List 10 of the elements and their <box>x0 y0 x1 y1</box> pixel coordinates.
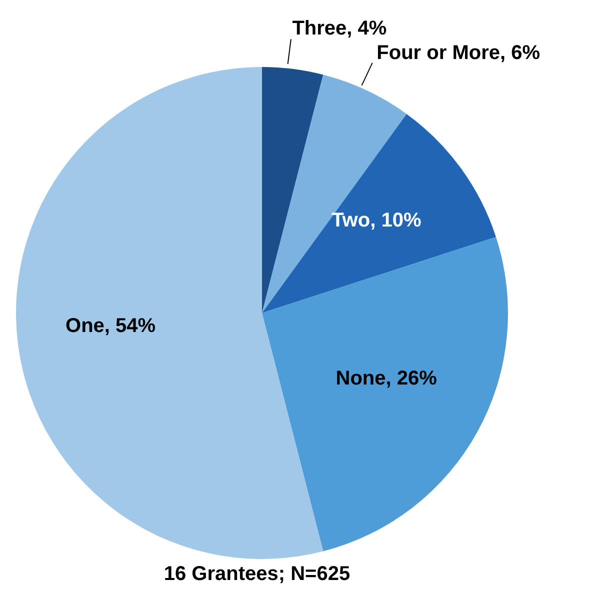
slice-label: None, 26% <box>336 367 438 390</box>
slice-label: One, 54% <box>66 314 156 337</box>
slice-label: Four or More, 6% <box>376 42 540 64</box>
pie-slice <box>262 236 508 552</box>
slice-label: Two, 10% <box>332 210 422 232</box>
pie-slice <box>262 67 324 313</box>
pie-slice <box>16 67 324 559</box>
pie-slice <box>262 114 496 313</box>
text: 16 Grantees; N=625 <box>162 563 352 586</box>
slice-label: Three, 4% <box>292 17 387 40</box>
